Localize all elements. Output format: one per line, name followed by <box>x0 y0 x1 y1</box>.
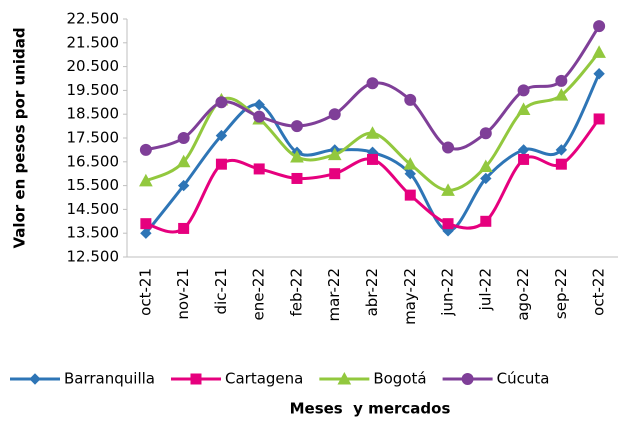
data-point <box>404 93 417 106</box>
data-point <box>365 126 380 139</box>
data-point <box>592 45 606 58</box>
data-point <box>215 158 227 170</box>
data-point <box>177 179 190 192</box>
legend-marker <box>337 371 352 385</box>
y-tick-label: 14.500 <box>67 200 120 218</box>
data-point <box>554 88 569 101</box>
x-tick-label: abr-22 <box>363 268 381 316</box>
data-point <box>366 77 379 90</box>
x-tick-label: jun-22 <box>439 268 457 317</box>
data-point <box>593 68 605 80</box>
x-axis-title: Meses y mercados <box>290 400 451 418</box>
y-tick-label: 15.500 <box>67 176 120 194</box>
data-point <box>479 127 492 140</box>
data-point <box>555 74 568 87</box>
x-tick-label: nov-21 <box>174 268 192 320</box>
data-point <box>291 172 303 184</box>
y-tick-label: 18.500 <box>67 105 120 123</box>
y-tick-label: 13.500 <box>67 224 120 242</box>
data-point <box>517 84 530 97</box>
data-point <box>441 183 455 196</box>
y-tick-label: 22.500 <box>67 10 120 28</box>
x-tick-label: feb-22 <box>287 268 305 317</box>
x-tick-label: oct-21 <box>136 268 154 316</box>
data-point <box>177 132 190 144</box>
legend-marker <box>190 373 202 385</box>
data-point <box>327 147 342 161</box>
data-point <box>403 157 418 170</box>
data-point <box>253 98 265 111</box>
data-point <box>480 172 492 185</box>
x-tick-label: jul-22 <box>476 268 494 311</box>
y-tick-label: 19.500 <box>67 81 120 99</box>
data-point <box>404 189 416 201</box>
data-point <box>253 110 266 123</box>
data-point <box>367 153 378 165</box>
legend-label: Cúcuta <box>497 370 550 388</box>
data-point <box>176 154 191 168</box>
data-point <box>517 144 530 156</box>
data-point <box>329 168 341 180</box>
data-point <box>178 222 190 234</box>
legend-label: Barranquilla <box>64 370 155 388</box>
x-tick-label: mar-22 <box>325 268 343 322</box>
x-tick-label: dic-21 <box>212 268 230 314</box>
data-point <box>253 163 265 175</box>
data-point <box>140 218 152 230</box>
x-tick-label: sep-22 <box>552 268 570 319</box>
y-tick-label: 16.500 <box>67 152 120 170</box>
data-point <box>516 102 531 115</box>
data-point <box>555 144 568 156</box>
data-point <box>593 113 605 125</box>
data-point <box>215 96 228 109</box>
data-point <box>518 153 530 165</box>
legend-marker <box>461 373 474 385</box>
data-point <box>480 215 492 227</box>
data-point <box>140 227 152 239</box>
data-point <box>593 20 606 33</box>
legend-label: Bogotá <box>373 370 426 388</box>
y-axis-title: Valor en pesos por unidad <box>11 27 29 248</box>
data-point <box>555 158 567 170</box>
data-point <box>215 129 228 142</box>
x-tick-label: oct-22 <box>590 268 608 316</box>
y-tick-label: 12.500 <box>67 248 120 266</box>
legend-marker <box>29 373 41 385</box>
series-line <box>145 51 601 192</box>
y-tick-label: 17.500 <box>67 129 120 147</box>
y-tick-label: 21.500 <box>67 33 120 51</box>
legend-label: Cartagena <box>225 370 303 388</box>
data-point <box>290 149 304 163</box>
y-tick-label: 20.500 <box>67 57 120 75</box>
data-point <box>442 141 455 154</box>
data-point <box>139 173 153 187</box>
data-point <box>478 159 493 173</box>
x-tick-label: ene-22 <box>250 268 268 320</box>
x-tick-label: may-22 <box>401 268 419 325</box>
data-point <box>290 120 303 133</box>
data-point <box>139 143 152 156</box>
x-tick-label: ago-22 <box>514 268 532 321</box>
data-point <box>328 108 341 121</box>
data-point <box>404 167 416 180</box>
data-point <box>442 218 454 230</box>
